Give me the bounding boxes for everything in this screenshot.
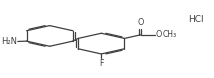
Text: F: F: [99, 58, 104, 68]
Text: CH₃: CH₃: [162, 30, 177, 39]
Text: O: O: [156, 30, 162, 39]
Text: HCl: HCl: [188, 15, 203, 24]
Text: O: O: [138, 18, 144, 27]
Text: H₂N: H₂N: [1, 37, 17, 46]
